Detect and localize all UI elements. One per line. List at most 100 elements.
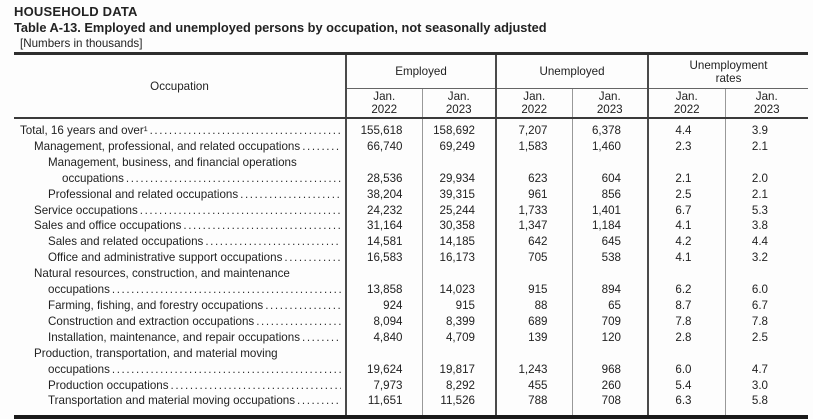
value-cell: 7,207 (495, 118, 572, 139)
value-cell: 6.0 (647, 345, 725, 378)
table-row: Sales and office occupations............… (14, 218, 808, 235)
dot-leader: ........................................… (297, 394, 341, 408)
dot-leader: ........................................… (302, 139, 341, 153)
value-cell: 4.1 (647, 218, 725, 235)
value-cell: 31,164 (345, 218, 422, 235)
occupation-label: Construction and extraction occupations (48, 314, 255, 328)
occupation-label: Transportation and material moving occup… (48, 394, 296, 408)
value-cell: 69,249 (421, 138, 496, 155)
table-row: Sales and related occupations...........… (14, 234, 808, 251)
occupation-column-header: Occupation (14, 53, 346, 119)
value-cell: 2.1 (724, 186, 808, 203)
column-header-employed-jan-2023: Jan. 2023 (421, 88, 496, 119)
value-cell: 604 (571, 154, 648, 187)
value-cell: 88 (495, 297, 572, 314)
dot-leader: ........................................… (240, 187, 341, 201)
value-cell: 14,581 (345, 234, 422, 251)
value-cell: 2.8 (647, 329, 725, 346)
value-cell: 5.3 (724, 202, 808, 219)
value-cell: 1,401 (571, 202, 648, 219)
value-cell: 915 (495, 266, 572, 298)
value-cell: 961 (495, 186, 572, 203)
occupation-label: Total, 16 years and over¹ (20, 124, 148, 137)
occupation-label: Sales and office occupations (34, 219, 182, 233)
value-cell: 968 (571, 345, 648, 378)
value-cell: 1,733 (495, 202, 572, 219)
table-title: Table A-13. Employed and unemployed pers… (14, 20, 547, 35)
occupation-cell: Production, transportation, and material… (14, 346, 346, 378)
group-header-unemployment-rates: Unemployment rates (647, 53, 808, 89)
occupation-cell: Sales and office occupations............… (14, 218, 346, 234)
value-cell: 14,185 (421, 234, 496, 251)
value-cell: 3.2 (724, 250, 808, 267)
dot-leader: ........................................… (170, 378, 341, 392)
table-row: Office and administrative support occupa… (14, 250, 808, 267)
value-cell: 8,399 (421, 313, 496, 330)
dot-leader: ........................................… (183, 219, 341, 233)
value-cell: 2.5 (647, 186, 725, 203)
group-header-unemployed: Unemployed (495, 53, 648, 89)
value-cell: 28,536 (345, 154, 422, 187)
dot-leader: ........................................… (265, 298, 341, 312)
value-cell: 1,243 (495, 345, 572, 378)
value-cell: 924 (345, 297, 422, 314)
group-header-employed: Employed (345, 53, 496, 89)
value-cell: 645 (571, 234, 648, 251)
value-cell: 689 (495, 313, 572, 330)
value-cell: 915 (421, 297, 496, 314)
occupation-label: Management, professional, and related oc… (34, 139, 301, 153)
value-cell: 894 (571, 266, 648, 298)
value-cell: 25,244 (421, 202, 496, 219)
occupation-label: occupations (62, 171, 124, 185)
value-cell: 6.3 (647, 393, 725, 418)
value-cell: 856 (571, 186, 648, 203)
table-header: Occupation Employed Unemployed Unemploym… (14, 53, 808, 119)
value-cell: 3.9 (724, 118, 808, 139)
table-row: Service occupations.....................… (14, 202, 808, 219)
value-cell: 11,526 (421, 393, 496, 418)
section-title: HOUSEHOLD DATA (14, 4, 138, 19)
value-cell: 538 (571, 250, 648, 267)
value-cell: 1,347 (495, 218, 572, 235)
occupation-label: Production occupations (48, 378, 169, 392)
value-cell: 6.0 (724, 266, 808, 298)
value-cell: 6.7 (724, 297, 808, 314)
value-cell: 5.4 (647, 377, 725, 394)
dot-leader: ........................................… (256, 314, 341, 328)
value-cell: 38,204 (345, 186, 422, 203)
value-cell: 6.2 (647, 266, 725, 298)
occupation-cell: Sales and related occupations...........… (14, 234, 346, 250)
occupation-cell: Office and administrative support occupa… (14, 250, 346, 266)
occupation-cell: Management, business, and financial oper… (14, 155, 346, 187)
column-header-unemployed-jan-2022: Jan. 2022 (495, 88, 572, 119)
dot-leader: ........................................… (302, 330, 341, 344)
value-cell: 4,709 (421, 329, 496, 346)
table-body: Total, 16 years and over¹...............… (14, 118, 808, 418)
value-cell: 24,232 (345, 202, 422, 219)
occupation-label: Production, transportation, and material… (34, 346, 278, 360)
column-header-employed-jan-2022: Jan. 2022 (345, 88, 422, 119)
column-header-unemployed-jan-2023: Jan. 2023 (571, 88, 648, 119)
value-cell: 66,740 (345, 138, 422, 155)
table-row: Management, business, and financial oper… (14, 154, 808, 187)
occupation-cell: Production occupations..................… (14, 378, 346, 394)
table-row: Natural resources, construction, and mai… (14, 266, 808, 298)
value-cell: 455 (495, 377, 572, 394)
value-cell: 3.8 (724, 218, 808, 235)
value-cell: 2.5 (724, 329, 808, 346)
value-cell: 4.1 (647, 250, 725, 267)
table-row: Total, 16 years and over¹...............… (14, 118, 808, 139)
occupation-cell: Management, professional, and related oc… (14, 139, 346, 155)
value-cell: 788 (495, 393, 572, 418)
occupation-cell: Installation, maintenance, and repair oc… (14, 330, 346, 346)
group-header-unemployment-rates-label: Unemployment rates (689, 58, 768, 85)
value-cell: 1,583 (495, 138, 572, 155)
value-cell: 16,583 (345, 250, 422, 267)
value-cell: 8,292 (421, 377, 496, 394)
value-cell: 29,934 (421, 154, 496, 187)
table-row: Installation, maintenance, and repair oc… (14, 329, 808, 346)
value-cell: 642 (495, 234, 572, 251)
occupation-label: Professional and related occupations (48, 187, 239, 201)
occupation-label: Management, business, and financial oper… (48, 155, 297, 169)
